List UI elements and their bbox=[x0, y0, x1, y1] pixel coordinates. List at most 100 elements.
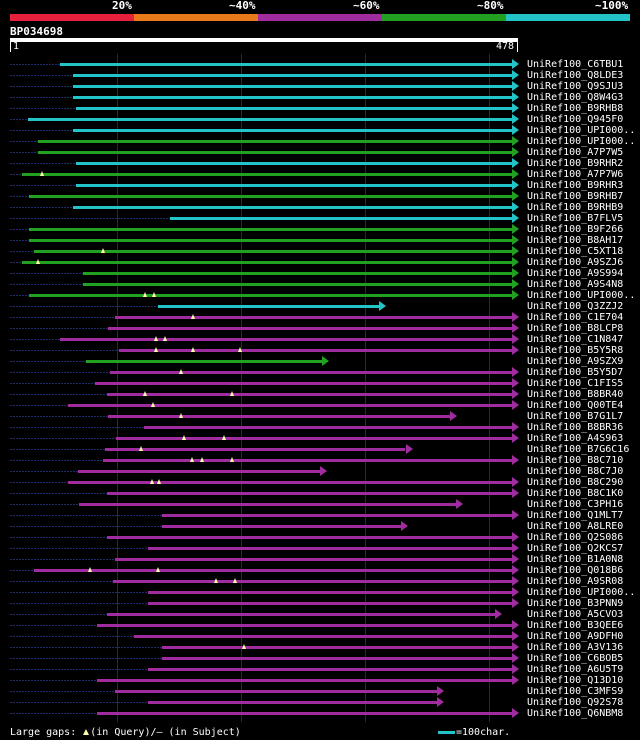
hit-name[interactable]: UniRef100_Q00TE4 bbox=[527, 400, 624, 411]
hit-row[interactable]: UniRef100_B3PNN9 bbox=[0, 598, 640, 609]
hit-row[interactable]: UniRef100_A7P7W5 bbox=[0, 147, 640, 158]
alignment-bar[interactable] bbox=[148, 602, 512, 605]
alignment-bar[interactable] bbox=[72, 74, 512, 77]
hit-row[interactable]: UniRef100_B7FLV5 bbox=[0, 213, 640, 224]
alignment-bar[interactable] bbox=[76, 184, 512, 187]
hit-name[interactable]: UniRef100_A9S4N8 bbox=[527, 279, 624, 290]
hit-row[interactable]: UniRef100_C1E704 bbox=[0, 312, 640, 323]
alignment-bar[interactable] bbox=[76, 107, 512, 110]
hit-row[interactable]: UniRef100_B9F266 bbox=[0, 224, 640, 235]
alignment-bar[interactable] bbox=[60, 338, 512, 341]
hit-row[interactable]: UniRef100_UPI000.. bbox=[0, 125, 640, 136]
hit-row[interactable]: UniRef100_A9SZJ6 bbox=[0, 257, 640, 268]
hit-name[interactable]: UniRef100_B7FLV5 bbox=[527, 213, 624, 224]
hit-row[interactable]: UniRef100_B8C1K0 bbox=[0, 488, 640, 499]
alignment-bar[interactable] bbox=[97, 624, 512, 627]
alignment-bar[interactable] bbox=[97, 679, 512, 682]
hit-row[interactable]: UniRef100_B9RHB7 bbox=[0, 191, 640, 202]
alignment-bar[interactable] bbox=[72, 206, 512, 209]
hit-name[interactable]: UniRef100_B9RHR3 bbox=[527, 180, 624, 191]
alignment-bar[interactable] bbox=[28, 118, 512, 121]
hit-name[interactable]: UniRef100_C1N847 bbox=[527, 334, 624, 345]
hit-row[interactable]: UniRef100_B3QEE6 bbox=[0, 620, 640, 631]
hit-row[interactable]: UniRef100_Q9SJU3 bbox=[0, 81, 640, 92]
hit-row[interactable]: UniRef100_Q8W4G3 bbox=[0, 92, 640, 103]
hit-row[interactable]: UniRef100_B9RHR2 bbox=[0, 158, 640, 169]
alignment-bar[interactable] bbox=[162, 525, 402, 528]
hit-name[interactable]: UniRef100_Q018B6 bbox=[527, 565, 624, 576]
hit-name[interactable]: UniRef100_C6BOB5 bbox=[527, 653, 624, 664]
hit-name[interactable]: UniRef100_A4S963 bbox=[527, 433, 624, 444]
hit-row[interactable]: UniRef100_C3PH16 bbox=[0, 499, 640, 510]
hit-name[interactable]: UniRef100_B9F266 bbox=[527, 224, 624, 235]
alignment-bar[interactable] bbox=[72, 129, 512, 132]
hit-name[interactable]: UniRef100_A3V136 bbox=[527, 642, 624, 653]
alignment-bar[interactable] bbox=[37, 140, 512, 143]
hit-name[interactable]: UniRef100_UPI000.. bbox=[527, 136, 636, 147]
hit-row[interactable]: UniRef100_Q6NBM8 bbox=[0, 708, 640, 719]
hit-name[interactable]: UniRef100_B5Y5D7 bbox=[527, 367, 624, 378]
hit-name[interactable]: UniRef100_B8LCP8 bbox=[527, 323, 624, 334]
hit-row[interactable]: UniRef100_Q00TE4 bbox=[0, 400, 640, 411]
hit-name[interactable]: UniRef100_B8C710 bbox=[527, 455, 624, 466]
alignment-bar[interactable] bbox=[118, 349, 512, 352]
hit-name[interactable]: UniRef100_A7P7W6 bbox=[527, 169, 624, 180]
alignment-bar[interactable] bbox=[162, 514, 512, 517]
alignment-bar[interactable] bbox=[169, 217, 512, 220]
hit-name[interactable]: UniRef100_B3PNN9 bbox=[527, 598, 624, 609]
alignment-bar[interactable] bbox=[162, 657, 512, 660]
hit-name[interactable]: UniRef100_B9RHR2 bbox=[527, 158, 624, 169]
hit-row[interactable]: UniRef100_Q13D10 bbox=[0, 675, 640, 686]
alignment-bar[interactable] bbox=[106, 536, 512, 539]
hit-name[interactable]: UniRef100_Q8W4G3 bbox=[527, 92, 624, 103]
hit-name[interactable]: UniRef100_C3PH16 bbox=[527, 499, 624, 510]
hit-name[interactable]: UniRef100_C1E704 bbox=[527, 312, 624, 323]
hit-name[interactable]: UniRef100_UPI000.. bbox=[527, 587, 636, 598]
hit-name[interactable]: UniRef100_Q13D10 bbox=[527, 675, 624, 686]
hit-row[interactable]: UniRef100_B5Y5D7 bbox=[0, 367, 640, 378]
hit-name[interactable]: UniRef100_A5CVO3 bbox=[527, 609, 624, 620]
alignment-bar[interactable] bbox=[133, 635, 512, 638]
hit-name[interactable]: UniRef100_C6TBU1 bbox=[527, 59, 624, 70]
alignment-bar[interactable] bbox=[79, 503, 456, 506]
hit-name[interactable]: UniRef100_A9S994 bbox=[527, 268, 624, 279]
hit-row[interactable]: UniRef100_B9RHB9 bbox=[0, 202, 640, 213]
alignment-bar[interactable] bbox=[115, 558, 512, 561]
hit-row[interactable]: UniRef100_A7P7W6 bbox=[0, 169, 640, 180]
alignment-bar[interactable] bbox=[76, 162, 512, 165]
alignment-bar[interactable] bbox=[83, 272, 512, 275]
hit-name[interactable]: UniRef100_C5XT18 bbox=[527, 246, 624, 257]
alignment-bar[interactable] bbox=[107, 327, 512, 330]
alignment-bar[interactable] bbox=[162, 646, 512, 649]
hit-row[interactable]: UniRef100_C1N847 bbox=[0, 334, 640, 345]
alignment-bar[interactable] bbox=[78, 470, 321, 473]
alignment-bar[interactable] bbox=[148, 668, 512, 671]
hit-row[interactable]: UniRef100_Q8LDE3 bbox=[0, 70, 640, 81]
alignment-bar[interactable] bbox=[67, 404, 512, 407]
hit-row[interactable]: UniRef100_UPI000.. bbox=[0, 587, 640, 598]
hit-name[interactable]: UniRef100_B8AH17 bbox=[527, 235, 624, 246]
alignment-bar[interactable] bbox=[37, 151, 512, 154]
alignment-bar[interactable] bbox=[85, 360, 323, 363]
hit-row[interactable]: UniRef100_Q3ZZJ2 bbox=[0, 301, 640, 312]
alignment-bar[interactable] bbox=[21, 173, 512, 176]
hit-name[interactable]: UniRef100_Q8LDE3 bbox=[527, 70, 624, 81]
alignment-bar[interactable] bbox=[21, 261, 512, 264]
hit-name[interactable]: UniRef100_Q1MLT7 bbox=[527, 510, 624, 521]
hit-row[interactable]: UniRef100_Q92S78 bbox=[0, 697, 640, 708]
alignment-bar[interactable] bbox=[29, 239, 512, 242]
hit-row[interactable]: UniRef100_C6TBU1 bbox=[0, 59, 640, 70]
alignment-bar[interactable] bbox=[29, 195, 512, 198]
hit-name[interactable]: UniRef100_B8C1K0 bbox=[527, 488, 624, 499]
alignment-bar[interactable] bbox=[148, 591, 512, 594]
hit-row[interactable]: UniRef100_C6BOB5 bbox=[0, 653, 640, 664]
hit-name[interactable]: UniRef100_A9SZJ6 bbox=[527, 257, 624, 268]
alignment-bar[interactable] bbox=[144, 426, 512, 429]
hit-name[interactable]: UniRef100_A9DFH0 bbox=[527, 631, 624, 642]
hit-row[interactable]: UniRef100_A5CVO3 bbox=[0, 609, 640, 620]
hit-name[interactable]: UniRef100_Q3ZZJ2 bbox=[527, 301, 624, 312]
alignment-bar[interactable] bbox=[113, 580, 512, 583]
alignment-bar[interactable] bbox=[60, 63, 512, 66]
hit-name[interactable]: UniRef100_B3QEE6 bbox=[527, 620, 624, 631]
hit-name[interactable]: UniRef100_Q6NBM8 bbox=[527, 708, 624, 719]
